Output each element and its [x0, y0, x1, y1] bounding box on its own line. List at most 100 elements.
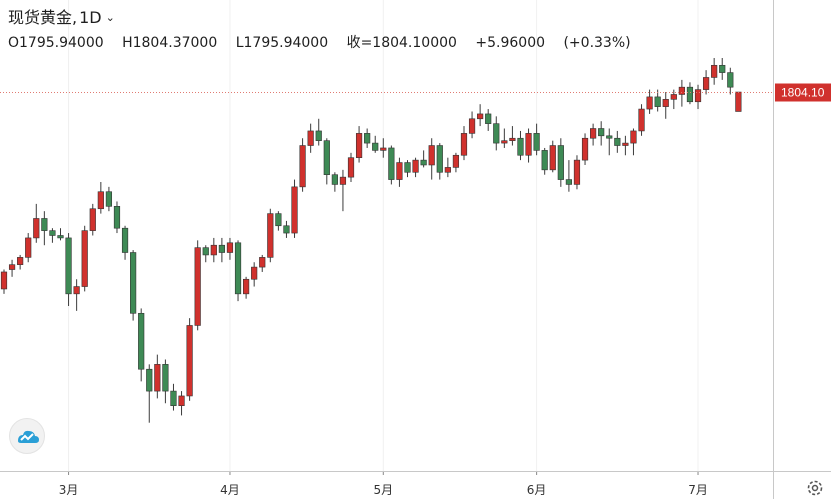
candle[interactable] — [65, 233, 72, 306]
candle[interactable] — [234, 240, 242, 302]
candle[interactable] — [275, 211, 282, 231]
candle[interactable] — [57, 228, 64, 241]
candle[interactable] — [477, 104, 484, 127]
candle[interactable] — [162, 359, 169, 404]
candle[interactable] — [8, 259, 16, 277]
candle[interactable] — [549, 140, 556, 173]
candle[interactable] — [372, 135, 379, 153]
candle[interactable] — [380, 138, 387, 158]
candle[interactable] — [138, 308, 145, 382]
candle[interactable] — [33, 203, 40, 243]
candle[interactable] — [493, 116, 500, 151]
candle[interactable] — [654, 89, 661, 112]
candle[interactable] — [355, 126, 363, 163]
candle[interactable] — [17, 254, 24, 270]
symbol-title[interactable]: 现货黄金, — [8, 8, 78, 27]
candle[interactable] — [622, 135, 629, 156]
candle[interactable] — [251, 262, 258, 287]
candle[interactable] — [315, 118, 322, 146]
candle[interactable] — [283, 220, 290, 238]
candle[interactable] — [444, 157, 451, 178]
candle[interactable] — [89, 203, 96, 236]
candle[interactable] — [509, 126, 516, 146]
candle[interactable] — [614, 130, 621, 153]
candle[interactable] — [259, 254, 266, 272]
candle[interactable] — [178, 391, 185, 416]
candle[interactable] — [412, 157, 419, 178]
candle[interactable] — [339, 169, 347, 212]
candle[interactable] — [606, 128, 613, 156]
candle[interactable] — [49, 228, 56, 243]
candle[interactable] — [210, 237, 217, 263]
candle[interactable] — [113, 201, 121, 234]
candle[interactable] — [711, 58, 718, 85]
candle[interactable] — [428, 138, 435, 180]
candle[interactable] — [517, 130, 524, 161]
candle-body-down — [614, 137, 621, 146]
gear-icon[interactable] — [805, 478, 825, 498]
candle[interactable] — [396, 157, 403, 187]
candle[interactable] — [105, 186, 113, 212]
candle[interactable] — [662, 92, 669, 119]
candle[interactable] — [291, 179, 298, 238]
candle[interactable] — [501, 128, 508, 148]
candle[interactable] — [541, 147, 548, 175]
candle[interactable] — [388, 145, 395, 185]
candle[interactable] — [226, 237, 234, 260]
candle[interactable] — [154, 354, 161, 399]
candle[interactable] — [590, 123, 597, 146]
candle[interactable] — [702, 70, 710, 95]
candle[interactable] — [331, 172, 338, 192]
candle[interactable] — [146, 364, 153, 423]
candle[interactable] — [81, 225, 88, 292]
candle[interactable] — [727, 67, 734, 95]
candle[interactable] — [218, 237, 225, 263]
candle[interactable] — [130, 250, 137, 321]
candle[interactable] — [307, 123, 314, 153]
candle[interactable] — [25, 233, 32, 263]
candle[interactable] — [186, 318, 193, 401]
candle[interactable] — [364, 128, 371, 148]
tradingview-cloud-icon[interactable] — [9, 418, 45, 454]
candle[interactable] — [678, 79, 685, 107]
candle[interactable] — [41, 211, 48, 246]
candle[interactable] — [573, 155, 581, 190]
candle[interactable] — [630, 128, 637, 156]
candle[interactable] — [581, 133, 589, 165]
candle[interactable] — [598, 121, 605, 146]
candle[interactable] — [557, 138, 564, 187]
candle[interactable] — [485, 109, 492, 131]
candle[interactable] — [267, 208, 274, 263]
candle[interactable] — [460, 126, 468, 161]
candle[interactable] — [533, 123, 540, 156]
candle[interactable] — [323, 138, 330, 185]
candle[interactable] — [525, 128, 532, 163]
candle[interactable] — [670, 89, 677, 110]
candle[interactable] — [420, 150, 427, 168]
candle[interactable] — [638, 104, 645, 136]
candle[interactable] — [121, 225, 129, 260]
candle[interactable] — [194, 240, 201, 331]
candle[interactable] — [565, 160, 572, 192]
candle[interactable] — [686, 82, 694, 105]
candle[interactable] — [436, 143, 443, 180]
candle[interactable] — [452, 152, 460, 173]
candle[interactable] — [299, 138, 306, 192]
candle[interactable] — [735, 91, 742, 112]
candle[interactable] — [202, 245, 209, 263]
interval-label[interactable]: 1D — [79, 8, 102, 27]
candle[interactable] — [646, 89, 653, 114]
candle[interactable] — [404, 160, 411, 178]
candle[interactable] — [243, 276, 250, 299]
candle[interactable] — [73, 279, 80, 311]
candle[interactable] — [97, 182, 104, 214]
candle[interactable] — [347, 152, 355, 182]
candle[interactable] — [170, 383, 177, 411]
candle[interactable] — [0, 269, 8, 294]
candle[interactable] — [694, 84, 702, 110]
chevron-down-icon[interactable]: ⌄ — [105, 11, 115, 24]
candle[interactable] — [468, 111, 476, 139]
candle[interactable] — [719, 58, 726, 80]
